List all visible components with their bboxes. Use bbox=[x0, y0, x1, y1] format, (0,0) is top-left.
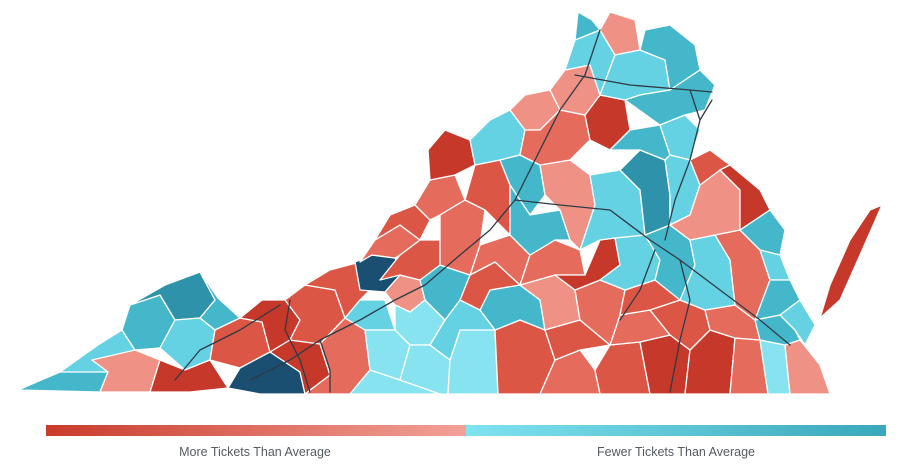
interstate-line bbox=[619, 249, 656, 321]
legend-more-gradient bbox=[46, 425, 466, 436]
interstate-line bbox=[174, 304, 281, 381]
interstate-line bbox=[319, 339, 331, 393]
county-region bbox=[779, 299, 816, 346]
legend-color-bar bbox=[46, 425, 886, 436]
county-region bbox=[599, 11, 641, 56]
county-region bbox=[819, 204, 883, 319]
interstate-line bbox=[669, 259, 691, 393]
legend-more-label: More Tickets Than Average bbox=[179, 445, 331, 459]
interstate-line bbox=[284, 299, 311, 393]
county-region bbox=[427, 129, 476, 181]
county-region bbox=[439, 199, 486, 276]
interstate-line bbox=[699, 99, 713, 121]
legend-fewer-label: Fewer Tickets Than Average bbox=[597, 445, 755, 459]
map-svg bbox=[17, 11, 883, 395]
legend-fewer-gradient bbox=[466, 425, 886, 436]
interstate-line bbox=[664, 89, 701, 241]
interstate-line bbox=[514, 199, 791, 346]
county-region bbox=[689, 149, 731, 186]
county-region bbox=[574, 11, 601, 41]
county-layer bbox=[17, 11, 883, 395]
county-region bbox=[659, 114, 701, 161]
county-region bbox=[784, 339, 831, 395]
interstate-layer bbox=[174, 29, 791, 393]
county-region bbox=[539, 349, 601, 395]
interstate-line bbox=[574, 74, 713, 93]
virginia-choropleth-map bbox=[17, 11, 883, 395]
county-region bbox=[639, 24, 701, 91]
county-region bbox=[739, 209, 786, 256]
